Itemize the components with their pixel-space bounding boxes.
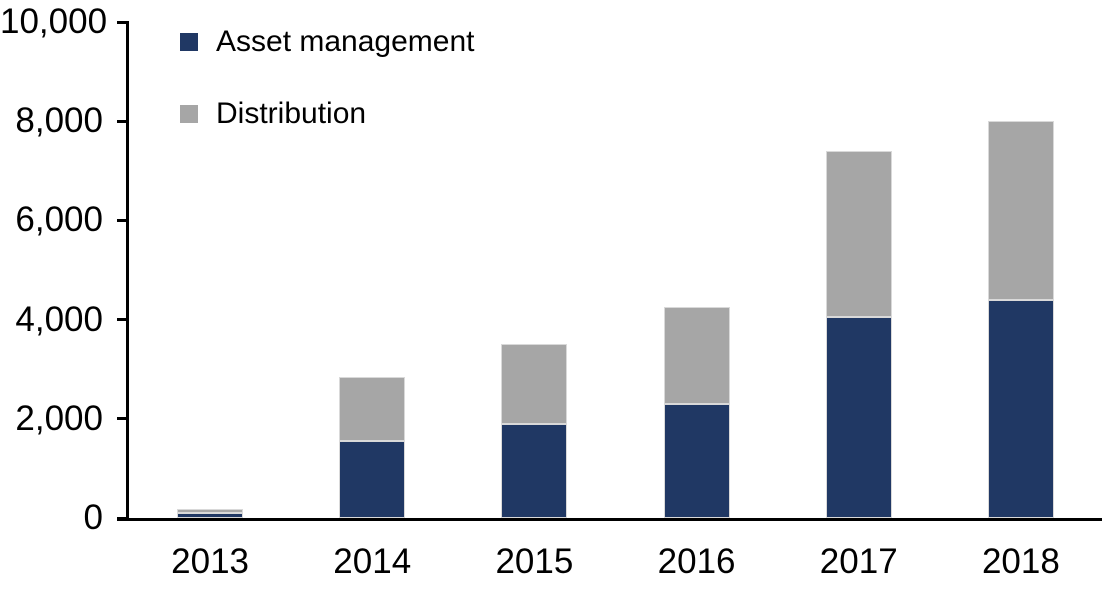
x-axis-label-2017: 2017	[819, 542, 898, 581]
x-axis-label-2016: 2016	[657, 542, 736, 581]
y-axis-tick-label: 4,000	[15, 299, 103, 339]
y-axis-tick	[117, 119, 129, 123]
y-axis-tick-label: 8,000	[15, 101, 103, 141]
legend-swatch-icon	[180, 105, 198, 123]
x-axis-label-2018: 2018	[981, 542, 1060, 581]
bar-segment-asset-management-2018	[987, 299, 1054, 518]
bar-segment-distribution-2018	[987, 121, 1054, 300]
legend-label: Asset management	[216, 25, 475, 58]
bar-segment-distribution-2013	[177, 508, 244, 514]
legend-item-asset-management: Asset management	[180, 18, 474, 66]
y-axis	[126, 22, 129, 521]
legend-label: Distribution	[216, 97, 367, 130]
bar-segment-asset-management-2015	[501, 423, 568, 518]
bar-segment-asset-management-2016	[663, 403, 730, 518]
x-axis-label-2014: 2014	[333, 542, 412, 581]
legend-item-distribution: Distribution	[180, 90, 366, 138]
y-axis-tick	[117, 318, 129, 322]
bar-segment-asset-management-2017	[825, 317, 892, 518]
bar-segment-distribution-2015	[501, 344, 568, 424]
y-axis-tick-label: 0	[83, 498, 103, 537]
y-axis-tick-label: 10,000	[0, 2, 108, 41]
y-axis-tick	[117, 218, 129, 222]
y-axis-tick	[117, 417, 129, 421]
bar-segment-distribution-2016	[663, 307, 730, 404]
x-axis-label-2013: 2013	[171, 542, 250, 581]
bar-segment-asset-management-2014	[339, 441, 406, 518]
y-axis-tick-label: 6,000	[15, 200, 103, 240]
bar-segment-distribution-2017	[825, 150, 892, 318]
legend-swatch-icon	[180, 33, 198, 51]
y-axis-tick	[117, 20, 129, 24]
x-axis	[117, 517, 1102, 521]
bar-segment-asset-management-2013	[177, 513, 244, 518]
x-axis-label-2015: 2015	[495, 542, 574, 581]
bar-segment-distribution-2014	[339, 376, 406, 442]
y-axis-tick-label: 2,000	[15, 398, 103, 438]
